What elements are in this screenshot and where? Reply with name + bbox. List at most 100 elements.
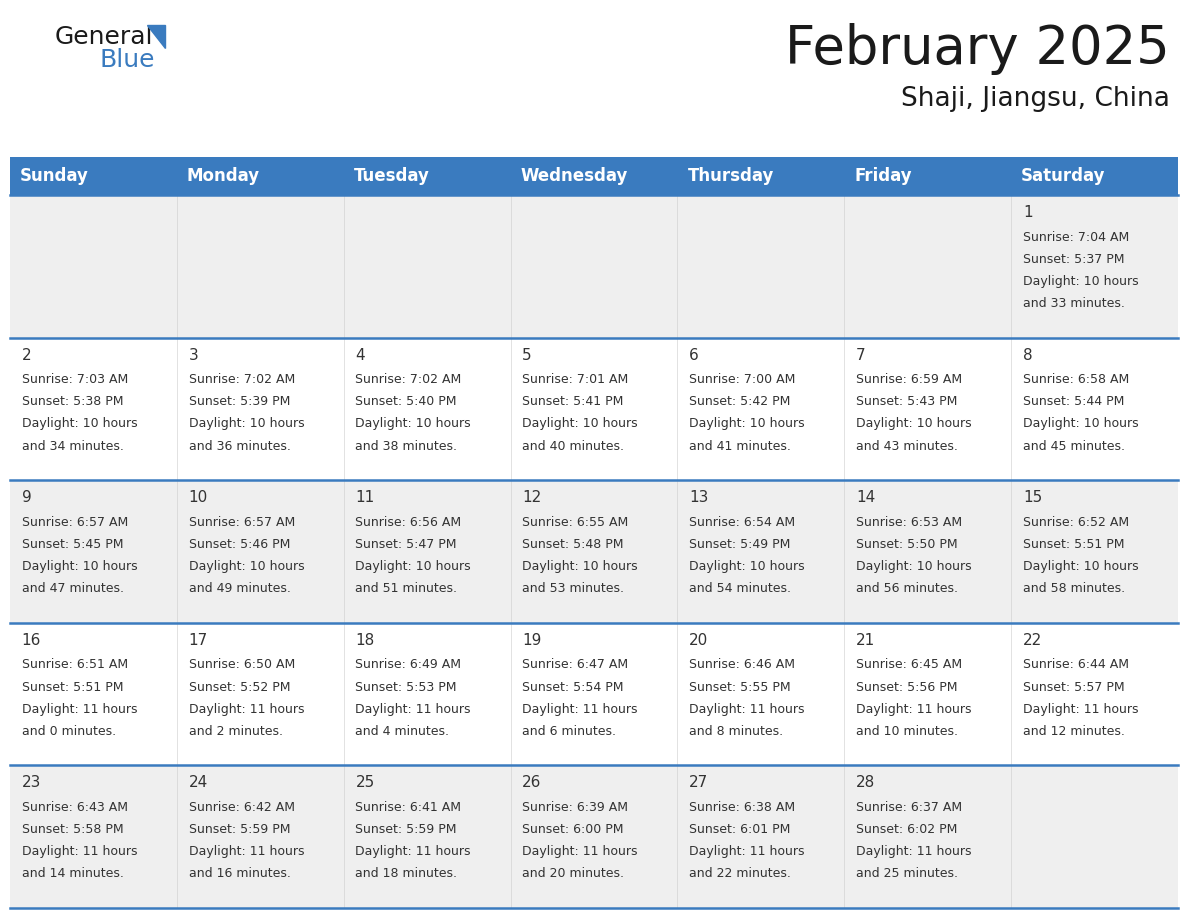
Text: 23: 23: [21, 776, 42, 790]
Text: Daylight: 11 hours: Daylight: 11 hours: [355, 702, 470, 716]
Text: Sunrise: 7:04 AM: Sunrise: 7:04 AM: [1023, 230, 1129, 243]
Text: Sunset: 5:38 PM: Sunset: 5:38 PM: [21, 396, 124, 409]
Text: Sunset: 5:55 PM: Sunset: 5:55 PM: [689, 680, 791, 694]
Text: Sunrise: 6:52 AM: Sunrise: 6:52 AM: [1023, 516, 1129, 529]
Text: 10: 10: [189, 490, 208, 505]
Text: and 58 minutes.: and 58 minutes.: [1023, 582, 1125, 595]
Text: Sunset: 5:53 PM: Sunset: 5:53 PM: [355, 680, 457, 694]
Bar: [10, 622, 1178, 766]
Text: Sunset: 5:43 PM: Sunset: 5:43 PM: [857, 396, 958, 409]
Text: Friday: Friday: [854, 167, 912, 185]
Text: 24: 24: [189, 776, 208, 790]
Bar: [10, 766, 1178, 908]
Text: 20: 20: [689, 633, 708, 648]
Text: 4: 4: [355, 348, 365, 363]
Text: Daylight: 10 hours: Daylight: 10 hours: [21, 560, 138, 573]
Text: Sunrise: 6:38 AM: Sunrise: 6:38 AM: [689, 801, 795, 814]
Text: 12: 12: [523, 490, 542, 505]
Text: Sunrise: 6:45 AM: Sunrise: 6:45 AM: [857, 658, 962, 671]
Text: Sunrise: 6:59 AM: Sunrise: 6:59 AM: [857, 374, 962, 386]
Text: 9: 9: [21, 490, 31, 505]
Text: and 54 minutes.: and 54 minutes.: [689, 582, 791, 595]
Text: Sunrise: 7:02 AM: Sunrise: 7:02 AM: [355, 374, 462, 386]
Text: Sunset: 5:45 PM: Sunset: 5:45 PM: [21, 538, 124, 551]
Text: 22: 22: [1023, 633, 1042, 648]
Text: 2: 2: [21, 348, 31, 363]
Text: Sunrise: 6:39 AM: Sunrise: 6:39 AM: [523, 801, 628, 814]
Text: Daylight: 11 hours: Daylight: 11 hours: [355, 845, 470, 858]
Text: and 10 minutes.: and 10 minutes.: [857, 724, 958, 738]
Text: Sunrise: 6:49 AM: Sunrise: 6:49 AM: [355, 658, 461, 671]
Bar: [10, 338, 1178, 480]
Text: and 45 minutes.: and 45 minutes.: [1023, 440, 1125, 453]
Text: Blue: Blue: [100, 48, 156, 72]
Text: and 8 minutes.: and 8 minutes.: [689, 724, 783, 738]
Text: 1: 1: [1023, 205, 1032, 220]
Bar: [10, 195, 1178, 338]
Text: 13: 13: [689, 490, 708, 505]
Text: 28: 28: [857, 776, 876, 790]
Text: and 18 minutes.: and 18 minutes.: [355, 868, 457, 880]
Text: Sunrise: 6:57 AM: Sunrise: 6:57 AM: [21, 516, 128, 529]
Text: Sunrise: 6:53 AM: Sunrise: 6:53 AM: [857, 516, 962, 529]
Text: 18: 18: [355, 633, 374, 648]
Text: Sunset: 5:42 PM: Sunset: 5:42 PM: [689, 396, 790, 409]
Text: and 4 minutes.: and 4 minutes.: [355, 724, 449, 738]
Text: 11: 11: [355, 490, 374, 505]
Text: Sunset: 5:58 PM: Sunset: 5:58 PM: [21, 823, 124, 836]
Text: 3: 3: [189, 348, 198, 363]
Text: Daylight: 11 hours: Daylight: 11 hours: [189, 845, 304, 858]
Text: Sunrise: 6:37 AM: Sunrise: 6:37 AM: [857, 801, 962, 814]
Text: 19: 19: [523, 633, 542, 648]
Text: and 51 minutes.: and 51 minutes.: [355, 582, 457, 595]
Text: Daylight: 11 hours: Daylight: 11 hours: [1023, 702, 1138, 716]
Text: Daylight: 11 hours: Daylight: 11 hours: [21, 845, 137, 858]
Text: Sunset: 5:46 PM: Sunset: 5:46 PM: [189, 538, 290, 551]
Text: 15: 15: [1023, 490, 1042, 505]
Bar: [10, 480, 1178, 622]
Text: Sunset: 5:59 PM: Sunset: 5:59 PM: [189, 823, 290, 836]
Text: General: General: [55, 25, 153, 49]
Text: and 40 minutes.: and 40 minutes.: [523, 440, 624, 453]
Text: Daylight: 11 hours: Daylight: 11 hours: [21, 702, 137, 716]
Text: and 14 minutes.: and 14 minutes.: [21, 868, 124, 880]
Text: Sunset: 5:37 PM: Sunset: 5:37 PM: [1023, 252, 1124, 265]
Text: Daylight: 11 hours: Daylight: 11 hours: [189, 702, 304, 716]
Text: Daylight: 10 hours: Daylight: 10 hours: [1023, 274, 1138, 288]
Text: Monday: Monday: [187, 167, 260, 185]
Text: and 36 minutes.: and 36 minutes.: [189, 440, 290, 453]
Text: 27: 27: [689, 776, 708, 790]
Text: 21: 21: [857, 633, 876, 648]
Text: Sunset: 5:52 PM: Sunset: 5:52 PM: [189, 680, 290, 694]
Text: Daylight: 10 hours: Daylight: 10 hours: [523, 418, 638, 431]
Text: Daylight: 10 hours: Daylight: 10 hours: [355, 418, 470, 431]
Text: Sunrise: 6:50 AM: Sunrise: 6:50 AM: [189, 658, 295, 671]
Text: Daylight: 10 hours: Daylight: 10 hours: [189, 418, 304, 431]
Text: Daylight: 10 hours: Daylight: 10 hours: [21, 418, 138, 431]
Text: Sunset: 5:41 PM: Sunset: 5:41 PM: [523, 396, 624, 409]
Text: and 22 minutes.: and 22 minutes.: [689, 868, 791, 880]
Text: Daylight: 10 hours: Daylight: 10 hours: [355, 560, 470, 573]
Text: 8: 8: [1023, 348, 1032, 363]
Text: Sunrise: 7:03 AM: Sunrise: 7:03 AM: [21, 374, 128, 386]
Text: Sunset: 5:54 PM: Sunset: 5:54 PM: [523, 680, 624, 694]
Text: Sunrise: 6:54 AM: Sunrise: 6:54 AM: [689, 516, 795, 529]
Text: Daylight: 10 hours: Daylight: 10 hours: [857, 418, 972, 431]
Text: Sunrise: 6:57 AM: Sunrise: 6:57 AM: [189, 516, 295, 529]
Text: 16: 16: [21, 633, 42, 648]
Text: Sunrise: 7:01 AM: Sunrise: 7:01 AM: [523, 374, 628, 386]
Text: and 41 minutes.: and 41 minutes.: [689, 440, 791, 453]
Text: Shaji, Jiangsu, China: Shaji, Jiangsu, China: [902, 86, 1170, 112]
Text: Sunrise: 7:02 AM: Sunrise: 7:02 AM: [189, 374, 295, 386]
Text: 26: 26: [523, 776, 542, 790]
Text: and 6 minutes.: and 6 minutes.: [523, 724, 617, 738]
Text: Daylight: 11 hours: Daylight: 11 hours: [689, 845, 804, 858]
Text: and 0 minutes.: and 0 minutes.: [21, 724, 115, 738]
Text: Wednesday: Wednesday: [520, 167, 628, 185]
Text: Sunset: 5:51 PM: Sunset: 5:51 PM: [21, 680, 124, 694]
Text: 17: 17: [189, 633, 208, 648]
Text: Sunset: 6:01 PM: Sunset: 6:01 PM: [689, 823, 790, 836]
Text: Sunrise: 6:41 AM: Sunrise: 6:41 AM: [355, 801, 461, 814]
Text: Daylight: 11 hours: Daylight: 11 hours: [689, 702, 804, 716]
Text: and 53 minutes.: and 53 minutes.: [523, 582, 624, 595]
